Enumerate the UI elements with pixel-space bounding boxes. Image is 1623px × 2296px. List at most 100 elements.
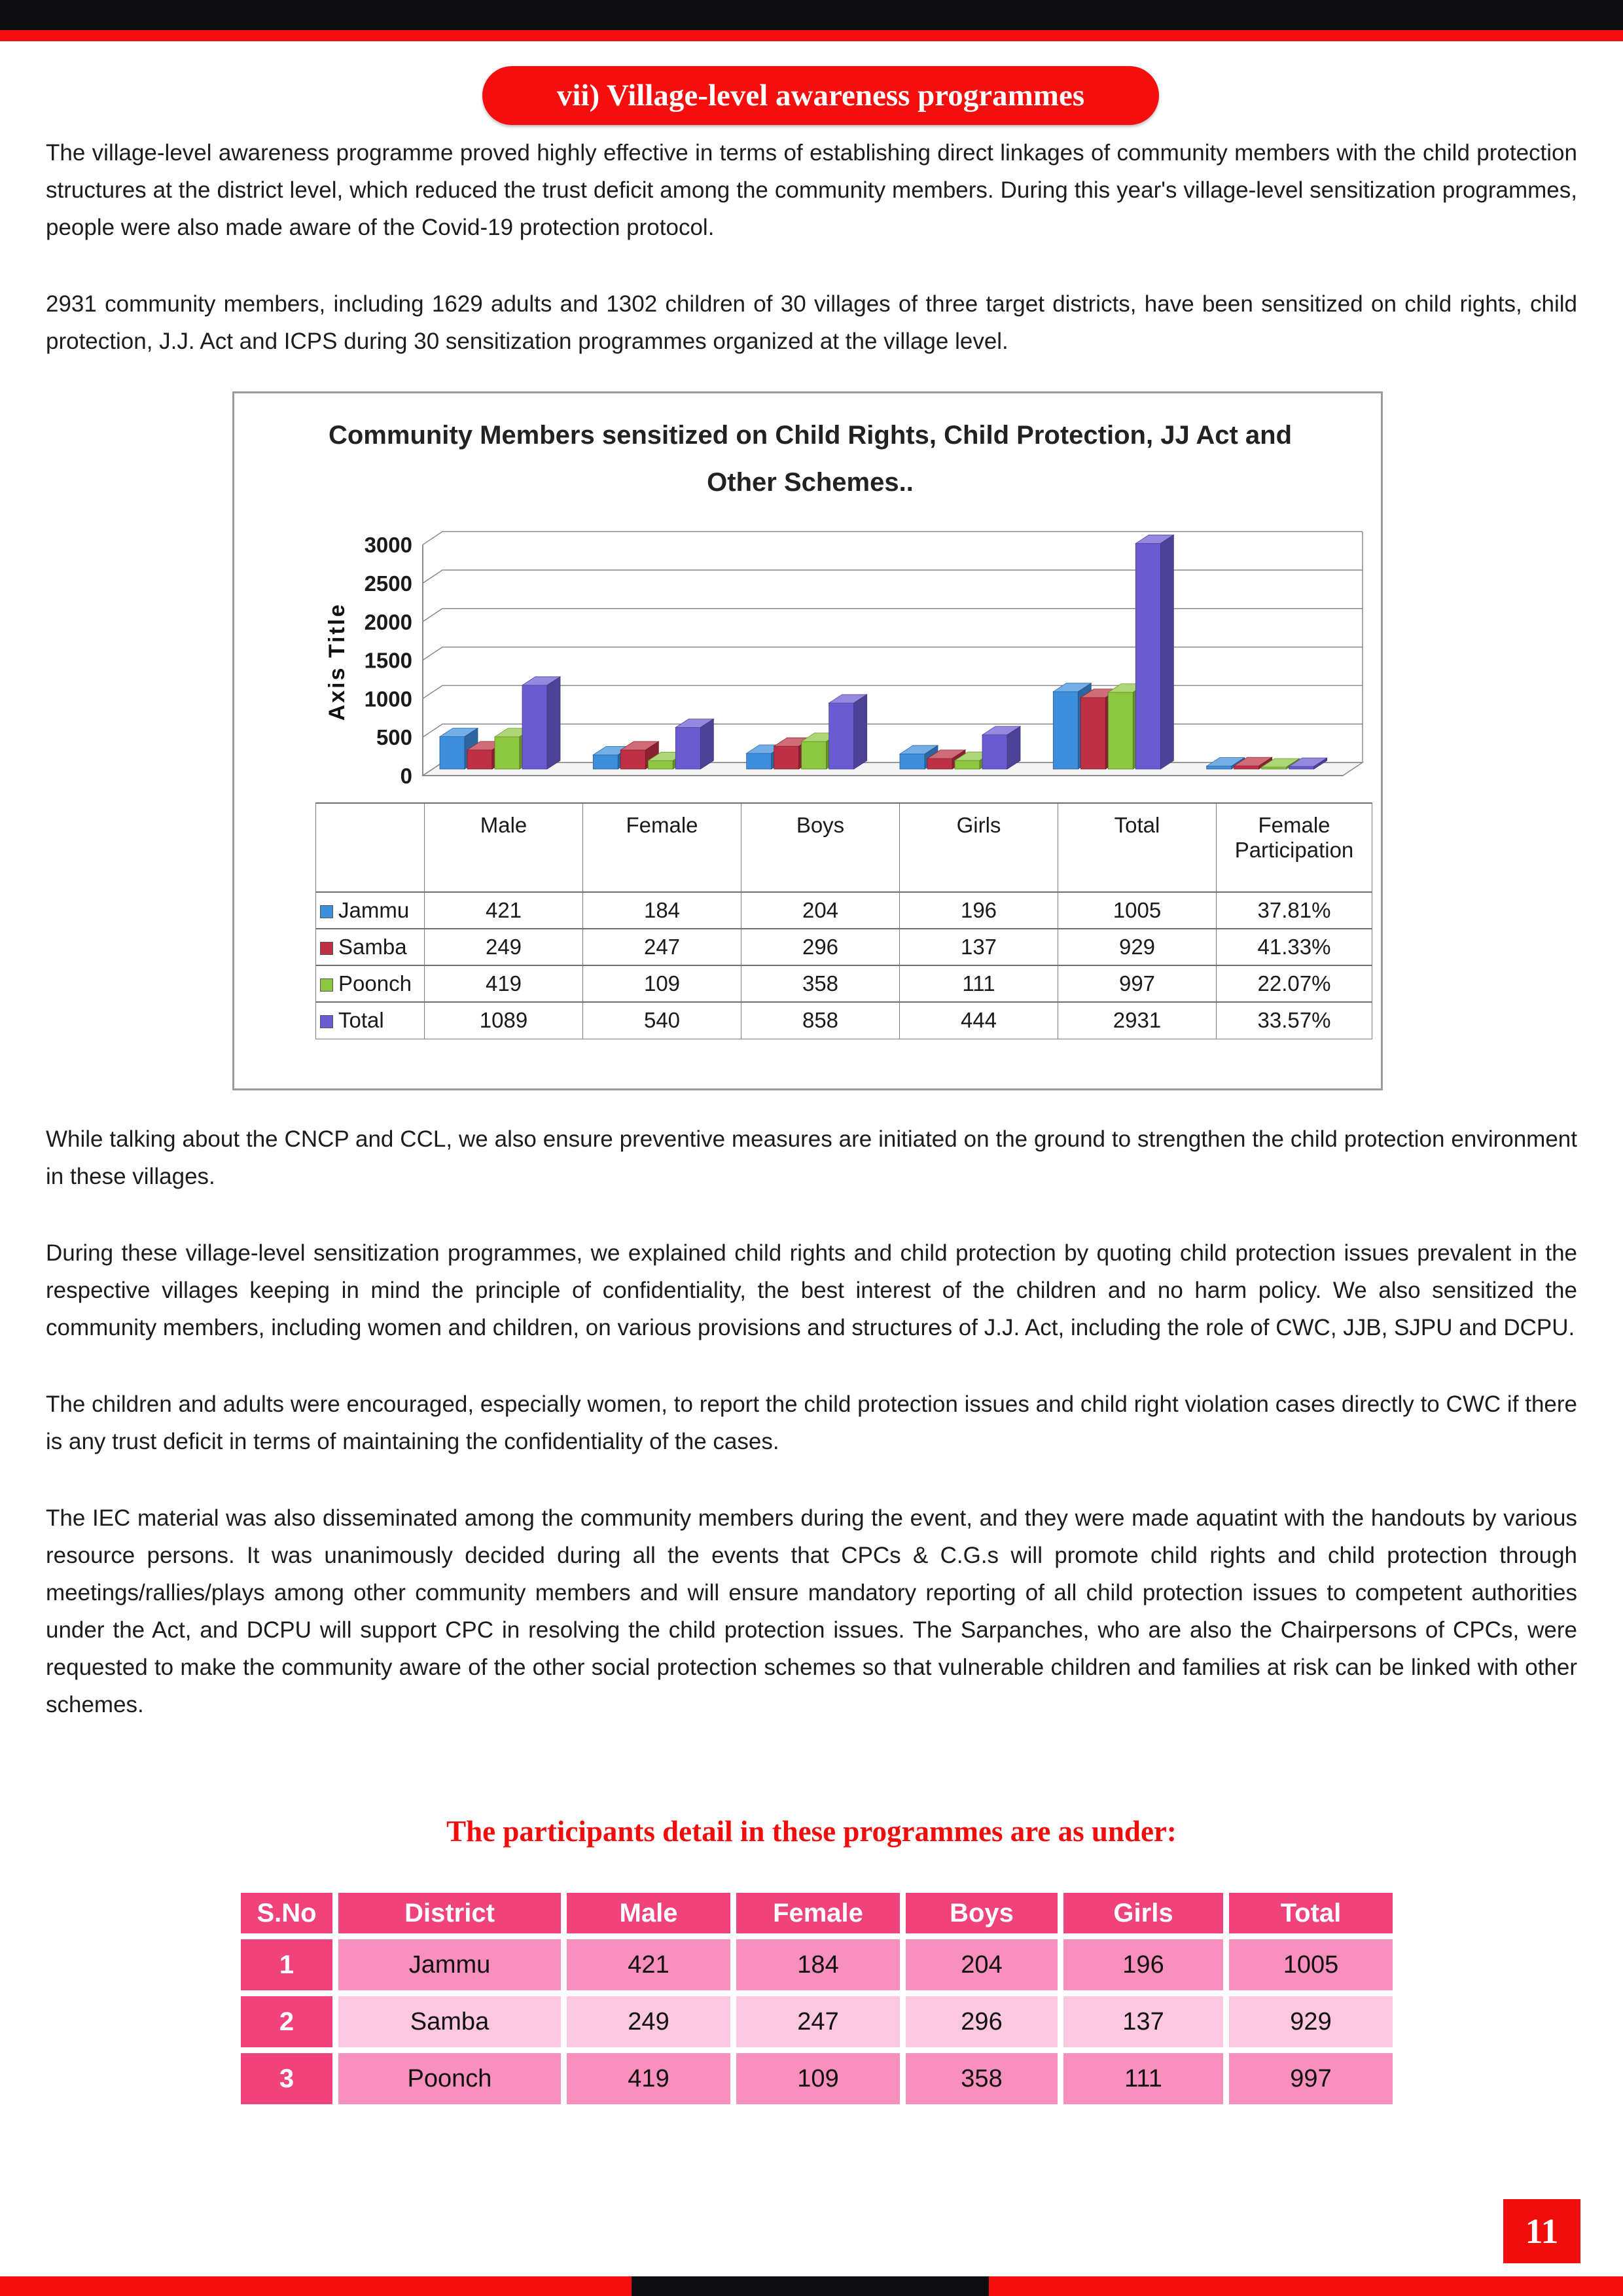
participants-data-cell: 1005 [1229,1939,1393,1990]
chart-value-cell: 249 [424,928,583,966]
y-tick-label: 0 [401,764,412,788]
participants-data-cell: 111 [1063,2053,1223,2104]
participants-header-cell: Total [1229,1893,1393,1933]
legend-swatch-icon [320,1015,333,1029]
participants-data-cell: 137 [1063,1996,1223,2047]
page-number-badge: 11 [1503,2199,1580,2263]
participants-data-cell: 249 [567,1996,730,2047]
chart-value-cell: 109 [582,965,741,1003]
chart-percent-cell: 22.07% [1216,965,1372,1003]
participants-table: S.No District Male Female Boys Girls Total 1 Jam… [241,1893,1393,2104]
legend-swatch-icon [320,905,333,918]
participants-header-cell: Male [567,1893,730,1933]
chart-value-cell: 196 [899,891,1058,929]
y-tick-label: 1500 [365,649,412,673]
chart-value-cell: 419 [424,965,583,1003]
participants-data-cell: 419 [567,2053,730,2104]
bar-total-3 [981,726,1022,770]
participants-data-cell: 196 [1063,1939,1223,1990]
paragraph: 2931 community members, including 1629 a… [46,291,1577,354]
chart-table-row: Samba 249 247 296 137 929 41.33% [315,928,1372,966]
participants-header-cell: S.No [241,1893,332,1933]
participants-header-cell: Boys [906,1893,1058,1933]
y-tick-label: 2000 [365,610,412,634]
chart-percent-cell: 37.81% [1216,891,1372,929]
chart-value-cell: 1089 [424,1001,583,1039]
participants-data-cell: Poonch [338,2053,561,2104]
chart-value-cell: 247 [582,928,741,966]
paragraph: During these village-level sensitization… [46,1240,1577,1340]
gridline [422,685,1363,700]
chart-series-label-cell: Jammu [315,891,425,929]
gridline [422,531,1363,545]
chart-table-row: Total 1089 540 858 444 2931 33.57% [315,1001,1372,1039]
y-tick-label: 3000 [365,533,412,557]
participants-data-cell: 109 [736,2053,900,2104]
y-tick-label: 1000 [365,687,412,711]
participants-data-cell: 929 [1229,1996,1393,2047]
paragraph: The IEC material was also disseminated a… [46,1505,1577,1717]
participants-sno-cell: 1 [241,1939,332,1990]
y-tick-label: 2500 [365,571,412,596]
chart-value-cell: 111 [899,965,1058,1003]
participants-sno-cell: 2 [241,1996,332,2047]
participants-sno-cell: 3 [241,2053,332,2104]
participants-data-cell: 997 [1229,2053,1393,2104]
participants-data-cell: Jammu [338,1939,561,1990]
chart-table-row: Jammu 421 184 204 196 1005 37.81% [315,891,1372,929]
bar-total-1 [674,718,715,770]
chart-percent-cell: 33.57% [1216,1001,1372,1039]
chart-category-label: Girls [899,802,1058,893]
page-number: 11 [1525,2212,1559,2251]
legend-swatch-icon [320,978,333,992]
bar-total-2 [828,694,868,770]
chart-category-label: Female Participation [1216,802,1372,893]
chart-value-cell: 997 [1058,965,1217,1003]
bar-chart-plot: 0 500 1000 1500 2000 2500 3000 Axis Title [325,531,1364,788]
after-chart-paragraphs: While talking about the CNCP and CCL, we… [46,1121,1577,1763]
chart-category-label: Total [1058,802,1217,893]
axis-title: Axis Title [325,603,349,721]
participants-data-cell: 296 [906,1996,1058,2047]
chart-title: Community Members sensitized on Child Ri… [328,421,1292,497]
paragraph: The children and adults were encouraged,… [46,1391,1577,1454]
chart-value-cell: 1005 [1058,891,1217,929]
bottom-black-segment [632,2276,989,2296]
chart-value-cell: 444 [899,1001,1058,1039]
chart-category-label: Female [582,802,741,893]
chart-series-label-cell: Poonch [315,965,425,1003]
chart-category-label: Boys [741,802,900,893]
section-title: vii) Village-level awareness programmes [556,79,1085,113]
chart-percent-cell: 41.33% [1216,928,1372,966]
bar-total-0 [521,676,562,770]
chart-data-table: Male Female Boys Girls Total Female Participa… [315,802,1372,1039]
chart-value-cell: 858 [741,1001,900,1039]
bar-total-4 [1134,534,1175,770]
gridline [422,569,1363,584]
chart-table-row: Poonch 419 109 358 111 997 22.07% [315,965,1372,1003]
chart-container: Community Members sensitized on Child Ri… [232,391,1383,1090]
chart-value-cell: 358 [741,965,900,1003]
chart-value-cell: 137 [899,928,1058,966]
chart-table-corner-cell [315,802,425,893]
participants-data-cell: Samba [338,1996,561,2047]
section-title-pill: vii) Village-level awareness programmes [482,66,1159,125]
gridline [422,646,1363,661]
chart-value-cell: 184 [582,891,741,929]
paragraph: While talking about the CNCP and CCL, we… [46,1126,1577,1189]
participants-heading: The participants detail in these program… [446,1815,1177,1848]
paragraph: The village-level awareness programme pr… [46,140,1577,240]
chart-series-label-cell: Samba [315,928,425,966]
intro-paragraphs: The village-level awareness programme pr… [46,134,1577,399]
participants-data-cell: 247 [736,1996,900,2047]
gridline [422,723,1363,738]
chart-value-cell: 296 [741,928,900,966]
chart-value-cell: 421 [424,891,583,929]
participants-data-cell: 204 [906,1939,1058,1990]
participants-data-cell: 358 [906,2053,1058,2104]
chart-category-label: Male [424,802,583,893]
chart-value-cell: 540 [582,1001,741,1039]
participants-data-cell: 421 [567,1939,730,1990]
gridline [422,608,1363,622]
